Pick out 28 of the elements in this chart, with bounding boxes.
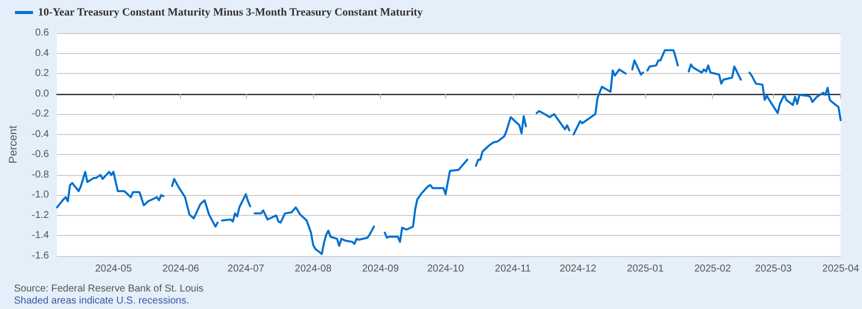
x-tick-label: 2024-07	[228, 264, 265, 274]
y-tick-label: -0.8	[32, 169, 50, 180]
y-tick-label: -0.2	[32, 108, 50, 120]
y-tick-label: -1.0	[32, 190, 50, 201]
y-tick-label: 0.2	[35, 68, 50, 80]
y-tick-label: 0.0	[35, 88, 50, 100]
y-tick-label: -0.4	[32, 128, 50, 140]
y-tick-label: -0.6	[32, 149, 50, 160]
x-tick-label: 2024-05	[95, 264, 132, 274]
x-tick-label: 2024-08	[294, 264, 332, 274]
y-tick-label: 0.4	[35, 48, 50, 59]
x-tick-label: 2024-12	[560, 264, 597, 274]
text: Shaded areas indicate U.S. recessions.	[14, 296, 190, 306]
x-tick-label: 2025-01	[626, 264, 664, 274]
x-tick-label: 2025-02	[694, 264, 732, 274]
x-tick-label: 2024-06	[162, 264, 200, 274]
x-tick-label: 2025-03	[755, 264, 792, 274]
y-tick-label: 0.6	[35, 28, 50, 38]
x-tick-label: 2024-11	[494, 264, 532, 274]
y-tick-label: -1.6	[32, 250, 50, 262]
legend-label: 10-Year Treasury Constant Maturity Minus 3-Month Treasury Constant Maturity	[38, 6, 424, 18]
x-tick-label: 2025-04	[822, 264, 860, 274]
source-note: Source: Federal Reserve Bank of St. Louis	[14, 284, 204, 294]
y-axis-title: Percent	[8, 126, 20, 164]
x-tick-label: 2024-09	[362, 264, 400, 274]
x-tick-label: 2024-10	[427, 264, 464, 274]
y-tick-label: -1.2	[32, 210, 50, 221]
y-tick-label: -1.4	[32, 230, 50, 242]
